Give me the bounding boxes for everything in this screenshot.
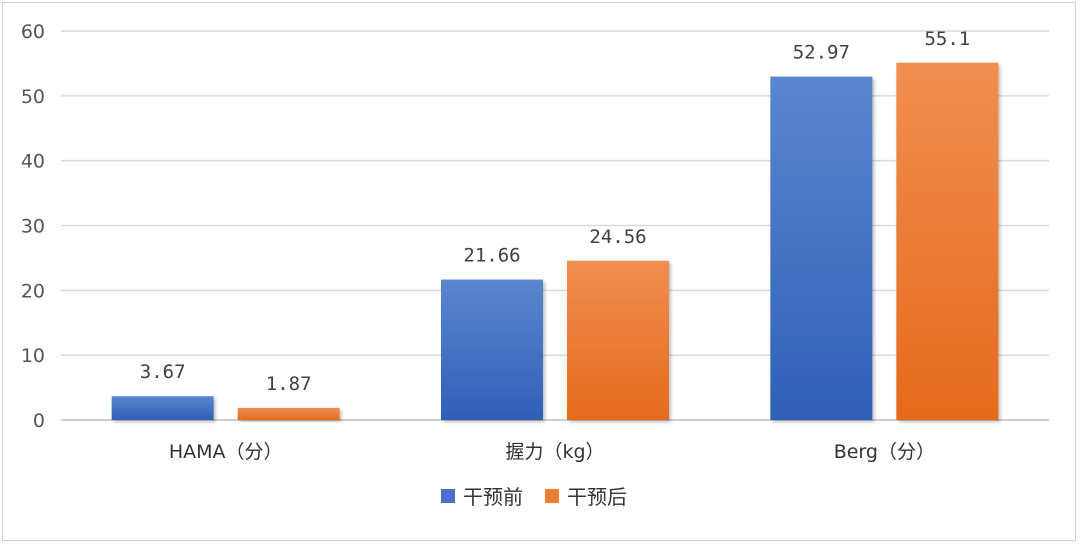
legend-swatch-after — [545, 489, 559, 503]
bars — [111, 62, 999, 421]
bar-before-1 — [441, 279, 543, 420]
y-tick-label: 0 — [33, 410, 45, 432]
data-labels: 3.67 1.87 21.66 24.56 52.97 55.1 — [140, 28, 970, 395]
data-label: 1.87 — [266, 373, 312, 395]
bar-chart: 0 10 20 30 40 50 60 3.67 1.87 21.66 24.56 52.97 55.… — [21, 21, 1049, 509]
y-tick-label: 40 — [21, 151, 45, 173]
x-axis-category-labels: HAMA（分） 握力（kg） Berg（分） — [169, 441, 935, 463]
bar-before-0 — [111, 396, 214, 420]
bar-after-1 — [567, 260, 669, 420]
x-category-label: 握力（kg） — [505, 441, 604, 463]
x-category-label: HAMA（分） — [169, 441, 283, 463]
data-label: 55.1 — [924, 28, 970, 50]
bar-before-2 — [770, 76, 873, 421]
y-tick-label: 60 — [21, 21, 45, 43]
y-tick-label: 50 — [21, 86, 45, 108]
legend-swatch-before — [441, 489, 455, 503]
x-category-label: Berg（分） — [834, 441, 935, 463]
y-tick-label: 10 — [21, 345, 45, 367]
data-label: 3.67 — [140, 361, 186, 383]
data-label: 21.66 — [463, 245, 520, 267]
legend: 干预前 干预后 — [441, 485, 627, 509]
y-tick-label: 30 — [21, 216, 45, 238]
legend-label: 干预前 — [463, 485, 523, 509]
data-label: 52.97 — [793, 42, 850, 64]
y-tick-label: 20 — [21, 280, 45, 302]
legend-label: 干预后 — [567, 485, 627, 509]
y-axis-tick-labels: 0 10 20 30 40 50 60 — [21, 21, 45, 432]
gridlines — [61, 30, 1049, 421]
bar-after-2 — [896, 62, 999, 420]
data-label: 24.56 — [589, 226, 646, 248]
bar-after-0 — [237, 407, 340, 420]
